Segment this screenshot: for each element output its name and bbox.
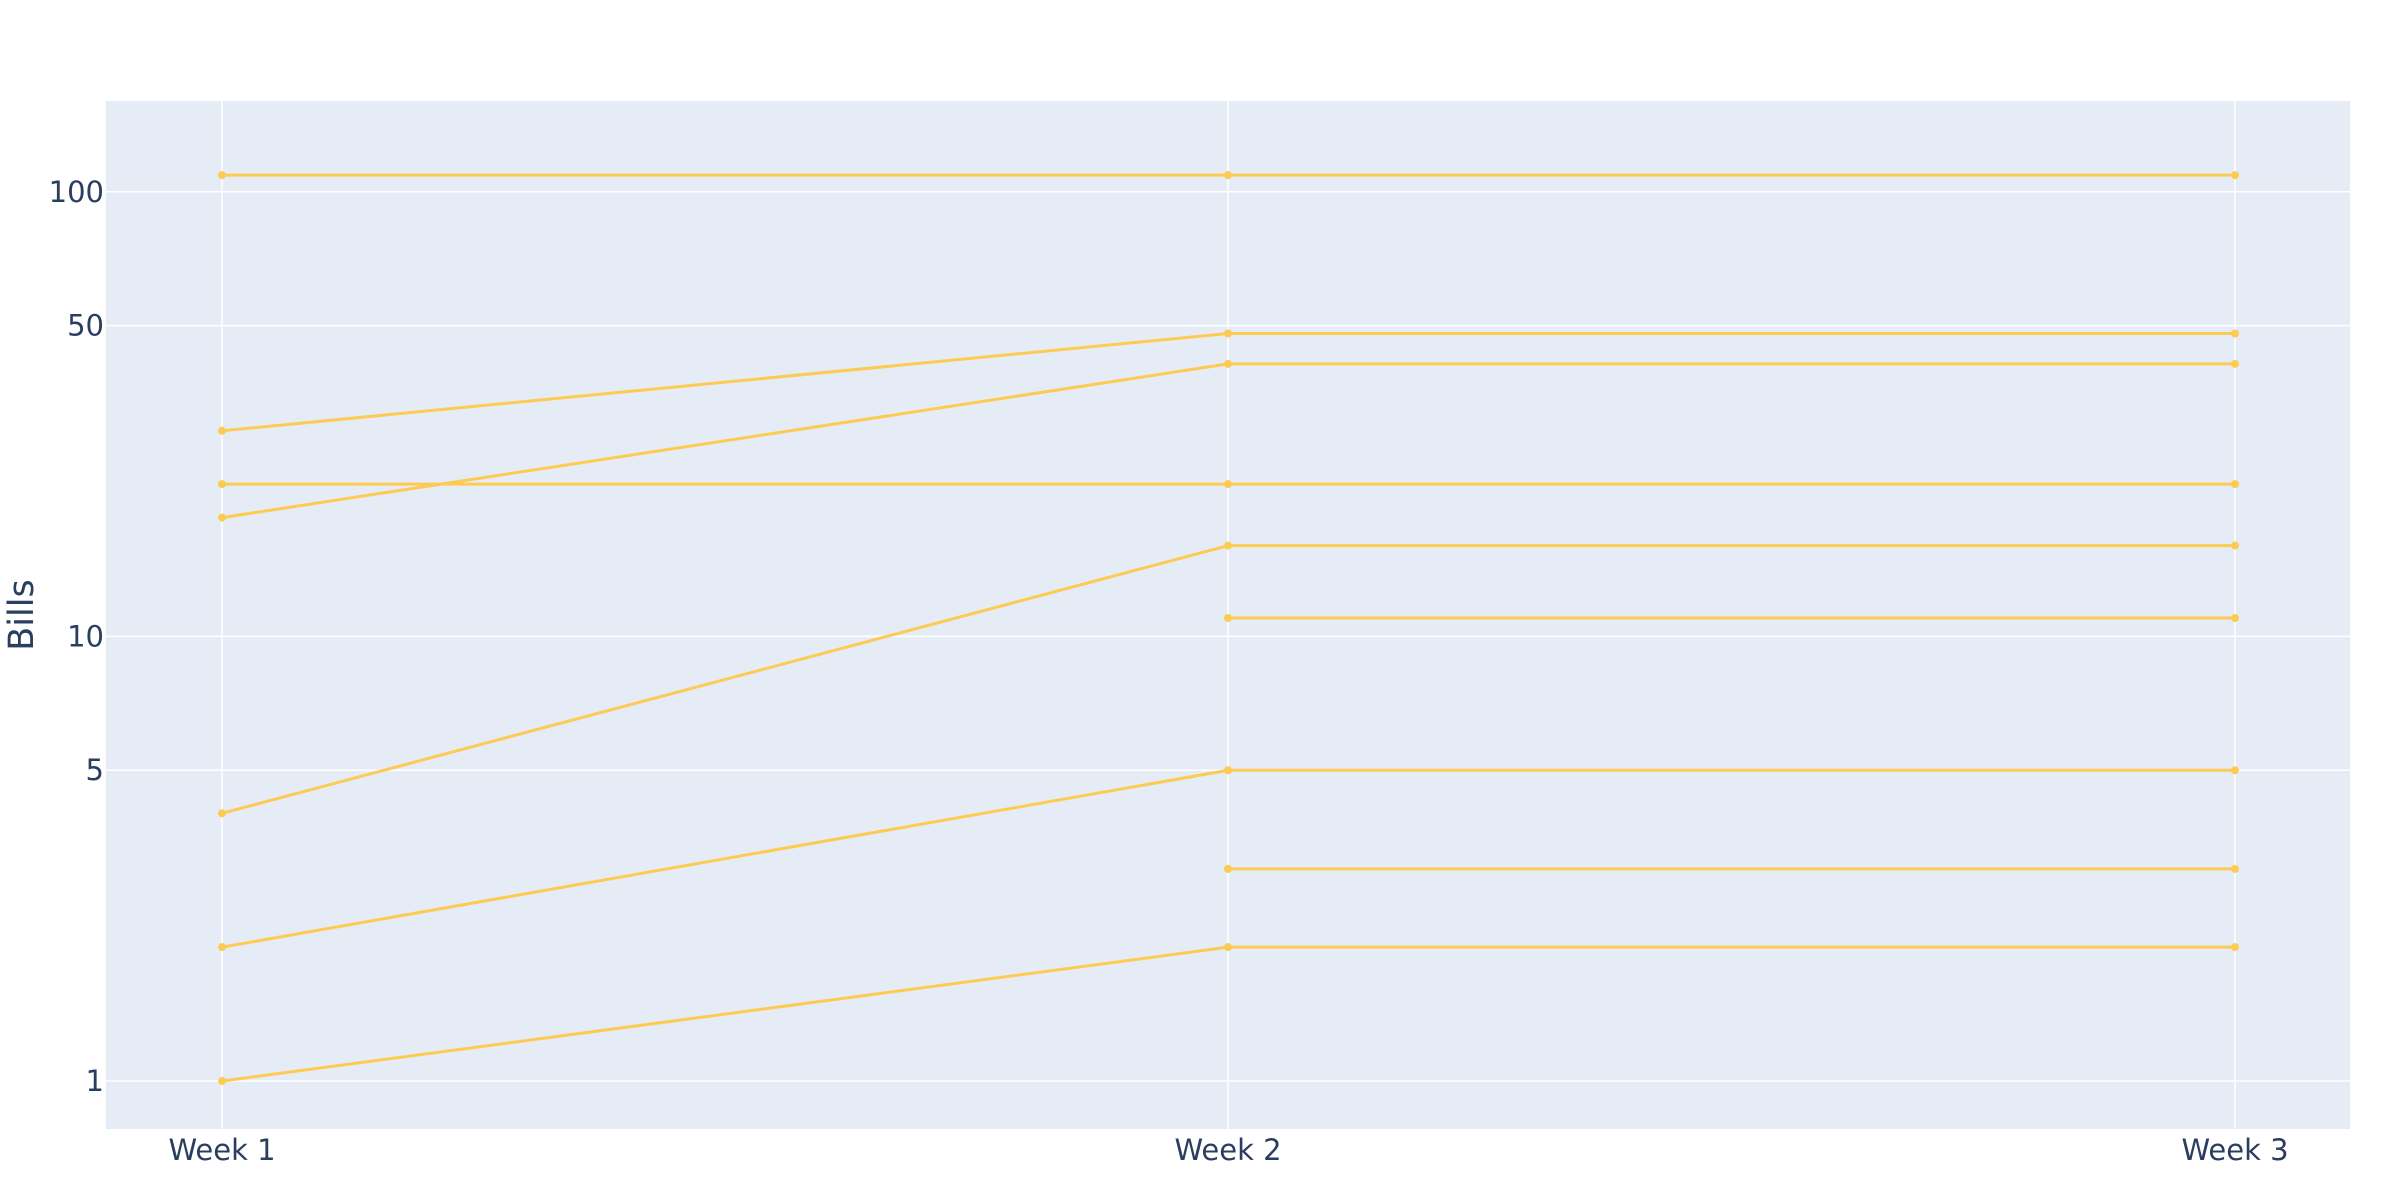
- data-point: [1224, 171, 1232, 180]
- data-point: [1224, 329, 1232, 338]
- y-axis-title: Bills: [2, 579, 42, 650]
- data-point: [1224, 541, 1232, 550]
- data-point: [1224, 480, 1232, 489]
- data-point: [218, 943, 226, 952]
- y-tick-labels: 1 5 10 50 100: [49, 175, 104, 1098]
- data-point: [2231, 766, 2239, 775]
- data-point: [1224, 864, 1232, 873]
- data-point: [1224, 359, 1232, 368]
- data-point: [2231, 480, 2239, 489]
- y-tick-label: 1: [86, 1064, 104, 1098]
- data-point: [218, 513, 226, 522]
- data-point: [2231, 943, 2239, 952]
- data-point: [218, 1077, 226, 1086]
- x-tick-label: Week 2: [1174, 1133, 1281, 1167]
- data-point: [2231, 329, 2239, 338]
- data-point: [2231, 613, 2239, 622]
- data-point: [1224, 766, 1232, 775]
- data-point: [2231, 359, 2239, 368]
- data-point: [218, 171, 226, 180]
- data-point: [218, 426, 226, 435]
- series-lines: [218, 171, 2239, 1086]
- data-point: [218, 480, 226, 489]
- data-point: [2231, 541, 2239, 550]
- data-point: [2231, 864, 2239, 873]
- data-point: [1224, 613, 1232, 622]
- y-tick-label: 5: [86, 753, 104, 787]
- x-tick-label: Week 3: [2181, 1133, 2288, 1167]
- data-point: [218, 809, 226, 818]
- y-tick-label: 50: [67, 309, 104, 343]
- data-point: [2231, 171, 2239, 180]
- x-tick-label: Week 1: [168, 1133, 275, 1167]
- x-tick-labels: Week 1 Week 2 Week 3: [168, 1133, 2288, 1167]
- y-tick-label: 10: [67, 619, 104, 653]
- y-tick-label: 100: [49, 175, 104, 209]
- data-point: [1224, 943, 1232, 952]
